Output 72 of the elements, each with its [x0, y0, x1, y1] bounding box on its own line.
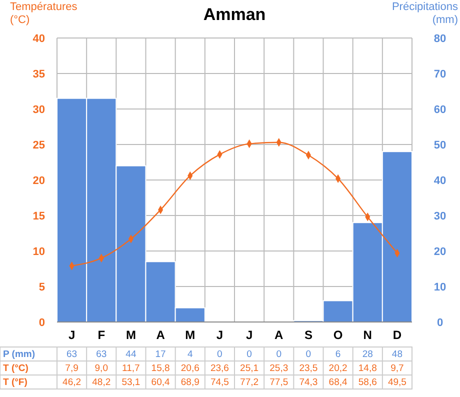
text: 77,2: [240, 377, 259, 388]
text: 74,3: [299, 377, 318, 388]
text: 46,2: [62, 377, 82, 388]
data-label: 20,2: [328, 363, 348, 374]
data-label: 14,8: [358, 363, 377, 374]
text: 74,5: [210, 377, 229, 388]
data-label: 25,3: [270, 363, 288, 374]
y-tick-label: 15: [32, 210, 45, 222]
data-label: 0: [306, 349, 312, 360]
data-label: 44: [126, 349, 136, 360]
data-label: 63: [96, 349, 107, 360]
y-tick-label: 35: [32, 68, 45, 80]
data-label: 9,0: [94, 363, 108, 374]
x-tick-label: J: [246, 328, 253, 342]
x-tick-label: M: [185, 328, 196, 342]
text: T (°C): [3, 363, 28, 374]
data-label: 23,5: [299, 363, 318, 374]
y-tick-label: 10: [32, 246, 45, 258]
y2-tick-label: 80: [434, 33, 446, 45]
data-label: 9,7: [390, 363, 404, 374]
text: 49,5: [388, 377, 406, 388]
x-tick-label: M: [126, 328, 136, 342]
y-tick-label: 25: [32, 140, 45, 152]
x-tick-label: A: [274, 328, 284, 342]
data-label: 15,8: [151, 363, 170, 374]
y-tick-label: 5: [38, 282, 45, 294]
y2-tick-label: 40: [434, 175, 446, 187]
data-label: 17: [155, 349, 166, 360]
x-tick-label: F: [98, 328, 106, 342]
text: 58,6: [358, 377, 377, 388]
x-tick-label: N: [363, 328, 372, 342]
text: 53,1: [122, 377, 140, 388]
x-tick-label: J: [68, 328, 76, 342]
data-label: 25,1: [240, 363, 259, 374]
y2-axis-title: Précipitations (mm): [392, 1, 458, 26]
x-tick-label: D: [392, 328, 402, 342]
data-label: 4: [187, 349, 193, 360]
data-label: 48: [392, 349, 402, 360]
y-axis-title: Températures (°C): [10, 1, 78, 26]
text: 68,9: [180, 377, 200, 388]
data-label: 63: [66, 349, 78, 360]
y2-tick-label: 60: [434, 104, 446, 116]
y-tick-label: 30: [32, 104, 45, 116]
text: 60,4: [151, 377, 170, 388]
text: 48,2: [92, 377, 111, 388]
y2-tick-label: 70: [434, 68, 446, 80]
data-label: 28: [362, 349, 373, 360]
y2-tick-label: 30: [434, 210, 446, 222]
data-label: 23,6: [210, 363, 229, 374]
data-label: 6: [335, 349, 341, 360]
chart-title: Amman: [203, 5, 266, 24]
text: P (mm): [3, 349, 36, 360]
data-label: 20,6: [180, 363, 200, 374]
x-tick-label: J: [216, 328, 224, 342]
text: T (°F): [3, 377, 28, 388]
data-label: 7,9: [65, 363, 78, 374]
data-label: 0: [217, 349, 222, 360]
text: 77,5: [270, 377, 288, 388]
data-label: 11,7: [122, 363, 140, 374]
y-tick-label: 40: [32, 33, 45, 45]
x-tick-label: O: [333, 328, 343, 342]
y2-tick-label: 10: [434, 282, 446, 294]
data-label: 0: [276, 349, 282, 360]
y-tick-label: 20: [32, 175, 45, 187]
y2-tick-label: 20: [434, 246, 446, 258]
y-tick-label: 0: [38, 317, 45, 329]
y2-tick-label: 50: [434, 140, 446, 152]
text: 68,4: [328, 377, 348, 388]
data-label: 0: [246, 349, 252, 360]
x-tick-label: A: [156, 328, 166, 342]
x-tick-label: S: [304, 328, 312, 342]
y2-tick-label: 0: [436, 317, 444, 329]
